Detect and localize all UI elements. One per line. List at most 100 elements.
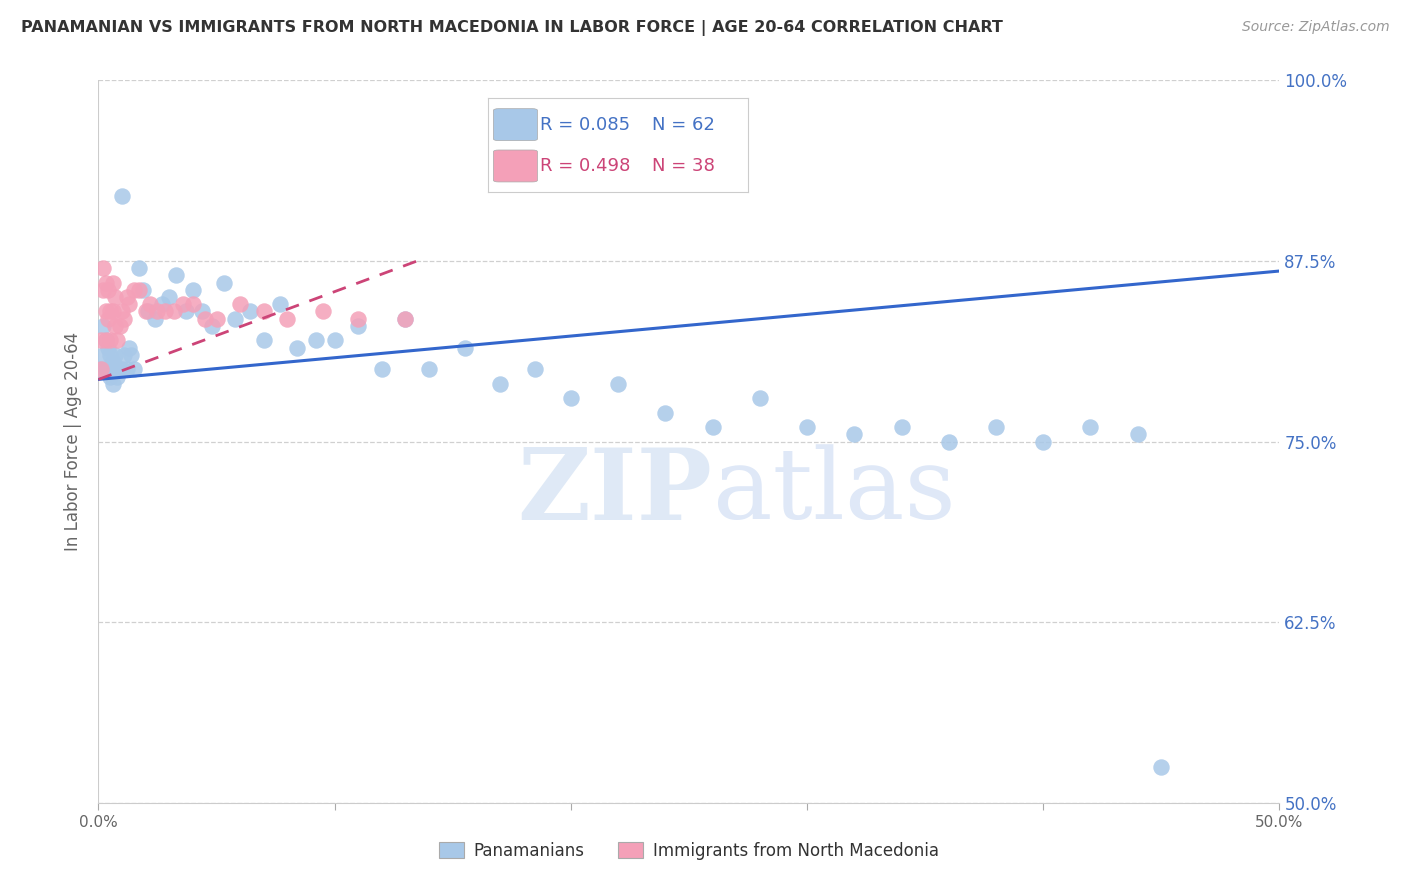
Point — [111, 189, 134, 203]
Point — [91, 318, 114, 333]
Point — [108, 318, 131, 333]
Text: Source: ZipAtlas.com: Source: ZipAtlas.com — [1241, 20, 1389, 34]
Point — [312, 304, 335, 318]
Point — [104, 362, 127, 376]
Point — [115, 290, 138, 304]
Point — [181, 283, 204, 297]
Point — [239, 304, 262, 318]
Point — [1150, 759, 1173, 773]
Point — [560, 391, 582, 405]
Point — [371, 362, 394, 376]
Point — [97, 311, 120, 326]
Point — [118, 341, 141, 355]
Point — [1126, 427, 1149, 442]
Point — [101, 376, 124, 391]
Point — [157, 290, 180, 304]
Point — [654, 406, 676, 420]
Point — [181, 297, 204, 311]
Point — [108, 362, 131, 376]
Point — [305, 334, 328, 348]
Point — [97, 362, 120, 376]
Point — [394, 311, 416, 326]
Point — [90, 334, 112, 348]
Point — [253, 334, 276, 348]
Point — [524, 362, 547, 376]
Point — [132, 283, 155, 297]
Point — [98, 369, 121, 384]
Point — [143, 311, 166, 326]
Point — [101, 355, 124, 369]
Point — [347, 311, 370, 326]
Point — [453, 341, 475, 355]
Point — [347, 318, 370, 333]
Point — [122, 283, 145, 297]
Y-axis label: In Labor Force | Age 20-64: In Labor Force | Age 20-64 — [63, 332, 82, 551]
Point — [139, 297, 162, 311]
Point — [111, 304, 134, 318]
Point — [163, 304, 186, 318]
Point — [90, 362, 112, 376]
Point — [104, 290, 127, 304]
Text: PANAMANIAN VS IMMIGRANTS FROM NORTH MACEDONIA IN LABOR FORCE | AGE 20-64 CORRELA: PANAMANIAN VS IMMIGRANTS FROM NORTH MACE… — [21, 20, 1002, 36]
Point — [121, 348, 143, 362]
Point — [115, 362, 138, 376]
Point — [112, 311, 135, 326]
Point — [489, 376, 512, 391]
Point — [104, 348, 127, 362]
Point — [229, 297, 252, 311]
Point — [323, 334, 346, 348]
Point — [748, 391, 770, 405]
Point — [91, 261, 114, 276]
Point — [97, 341, 120, 355]
Point — [146, 304, 169, 318]
Point — [191, 304, 214, 318]
Point — [101, 276, 124, 290]
Point — [94, 304, 117, 318]
Point — [105, 369, 128, 384]
Point — [607, 376, 630, 391]
Point — [135, 304, 157, 318]
Point — [98, 304, 121, 318]
Point — [153, 304, 176, 318]
Point — [111, 362, 134, 376]
Point — [418, 362, 440, 376]
Point — [276, 311, 298, 326]
Point — [91, 283, 114, 297]
Point — [98, 348, 121, 362]
Point — [128, 283, 150, 297]
Point — [285, 341, 308, 355]
Legend: Panamanians, Immigrants from North Macedonia: Panamanians, Immigrants from North Maced… — [432, 836, 946, 867]
Point — [98, 334, 121, 348]
Point — [172, 297, 194, 311]
Point — [91, 348, 114, 362]
Text: ZIP: ZIP — [517, 443, 713, 541]
Point — [212, 276, 235, 290]
Point — [105, 334, 128, 348]
Point — [253, 304, 276, 318]
Point — [844, 427, 866, 442]
Point — [90, 362, 112, 376]
Point — [94, 276, 117, 290]
Point — [136, 304, 159, 318]
Point — [94, 362, 117, 376]
Point — [1032, 434, 1054, 449]
Point — [890, 420, 912, 434]
Point — [128, 261, 150, 276]
Text: atlas: atlas — [713, 444, 955, 540]
Point — [205, 311, 228, 326]
Point — [224, 311, 246, 326]
Point — [101, 304, 124, 318]
Point — [394, 311, 416, 326]
Point — [201, 318, 224, 333]
Point — [938, 434, 960, 449]
Point — [984, 420, 1007, 434]
Point — [150, 297, 173, 311]
Point — [174, 304, 197, 318]
Point — [122, 362, 145, 376]
Point — [269, 297, 291, 311]
Point — [1080, 420, 1102, 434]
Point — [94, 334, 117, 348]
Point — [194, 311, 217, 326]
Point — [118, 297, 141, 311]
Point — [165, 268, 187, 283]
